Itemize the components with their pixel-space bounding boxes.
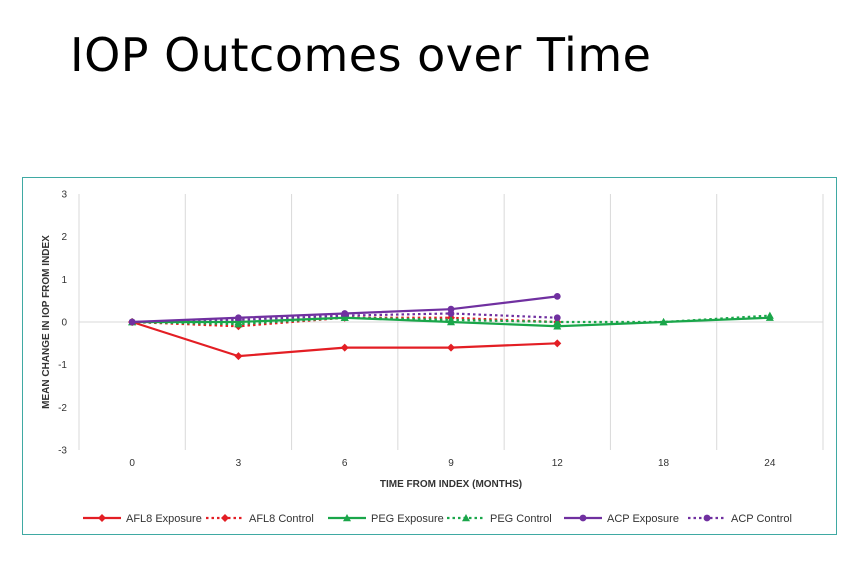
legend-label: ACP Control: [731, 513, 792, 525]
triangle-marker: [765, 313, 774, 321]
circle-marker: [553, 314, 561, 322]
y-tick-label: -3: [58, 446, 67, 457]
legend-label: AFL8 Control: [249, 513, 314, 525]
x-tick-label: 6: [342, 458, 348, 469]
legend-item: AFL8 Control: [206, 513, 314, 525]
triangle-marker: [553, 318, 562, 326]
diamond-marker: [221, 514, 229, 522]
series-line: [132, 312, 558, 324]
x-tick-label: 18: [658, 458, 670, 469]
legend-label: AFL8 Exposure: [126, 513, 202, 525]
y-tick-label: -1: [58, 360, 67, 371]
y-tick-label: 2: [61, 232, 67, 243]
triangle-marker: [343, 514, 351, 522]
x-axis-title: TIME FROM INDEX (MONTHS): [380, 479, 522, 490]
x-tick-label: 9: [448, 458, 454, 469]
legend-label: PEG Exposure: [371, 513, 444, 525]
y-tick-label: 1: [61, 275, 67, 286]
diamond-marker: [234, 352, 243, 361]
series-peg-exposure: [128, 313, 774, 330]
triangle-marker: [234, 318, 243, 326]
circle-marker: [553, 293, 561, 300]
x-tick-label: 3: [236, 458, 242, 469]
legend-label: ACP Exposure: [607, 513, 679, 525]
triangle-marker: [553, 322, 562, 330]
circle-marker: [341, 310, 349, 317]
y-tick-label: 3: [61, 190, 67, 201]
diamond-marker: [340, 343, 349, 352]
y-tick-label: 0: [61, 318, 67, 329]
triangle-marker: [462, 514, 470, 522]
slide-title: IOP Outcomes over Time: [70, 28, 652, 82]
circle-marker: [579, 514, 587, 522]
legend-item: PEG Exposure: [328, 513, 444, 525]
triangle-marker: [447, 318, 455, 326]
circle-marker: [128, 318, 136, 326]
legend-item: ACP Control: [688, 513, 792, 525]
triangle-marker: [659, 318, 668, 326]
diamond-marker: [553, 339, 562, 348]
y-axis-ticks: -3 -2 -1 0 1 2 3: [58, 190, 67, 457]
triangle-marker: [340, 313, 349, 321]
y-tick-label: -2: [58, 403, 67, 414]
diamond-marker: [98, 514, 106, 522]
legend-item: PEG Control: [447, 513, 552, 525]
circle-marker: [447, 305, 455, 313]
x-axis-ticks: 0 3 6 9 12 18 24: [129, 458, 775, 469]
chart-frame: -3 -2 -1 0 1 2 3 0 3 6 9 12 18 24 TIME FROM INDEX (M…: [22, 177, 837, 535]
series-lines: [128, 293, 774, 361]
series-acp-exposure: [128, 293, 561, 326]
legend-item: AFL8 Exposure: [83, 513, 202, 525]
legend-item: ACP Exposure: [564, 513, 679, 525]
x-tick-label: 12: [552, 458, 564, 469]
circle-marker: [235, 314, 242, 322]
diamond-marker: [447, 343, 455, 352]
y-axis-title: MEAN CHANGE IN IOP FROM INDEX: [41, 235, 52, 409]
x-tick-label: 0: [129, 458, 135, 469]
legend-label: PEG Control: [490, 513, 552, 525]
legend: AFL8 Exposure AFL8 Control PEG Exposure PEG…: [83, 513, 792, 525]
x-tick-label: 24: [764, 458, 776, 469]
circle-marker: [703, 514, 711, 522]
